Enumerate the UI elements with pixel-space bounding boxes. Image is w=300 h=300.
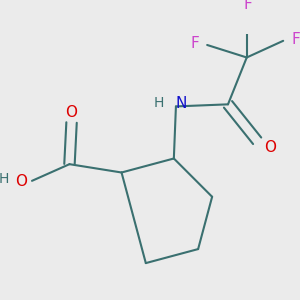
- Text: O: O: [264, 140, 276, 154]
- Text: F: F: [291, 32, 300, 47]
- Text: F: F: [190, 36, 199, 51]
- Text: H: H: [0, 172, 9, 186]
- Text: F: F: [243, 0, 252, 12]
- Text: H: H: [154, 96, 164, 110]
- Text: N: N: [176, 96, 187, 111]
- Text: O: O: [16, 174, 28, 189]
- Text: O: O: [66, 105, 78, 120]
